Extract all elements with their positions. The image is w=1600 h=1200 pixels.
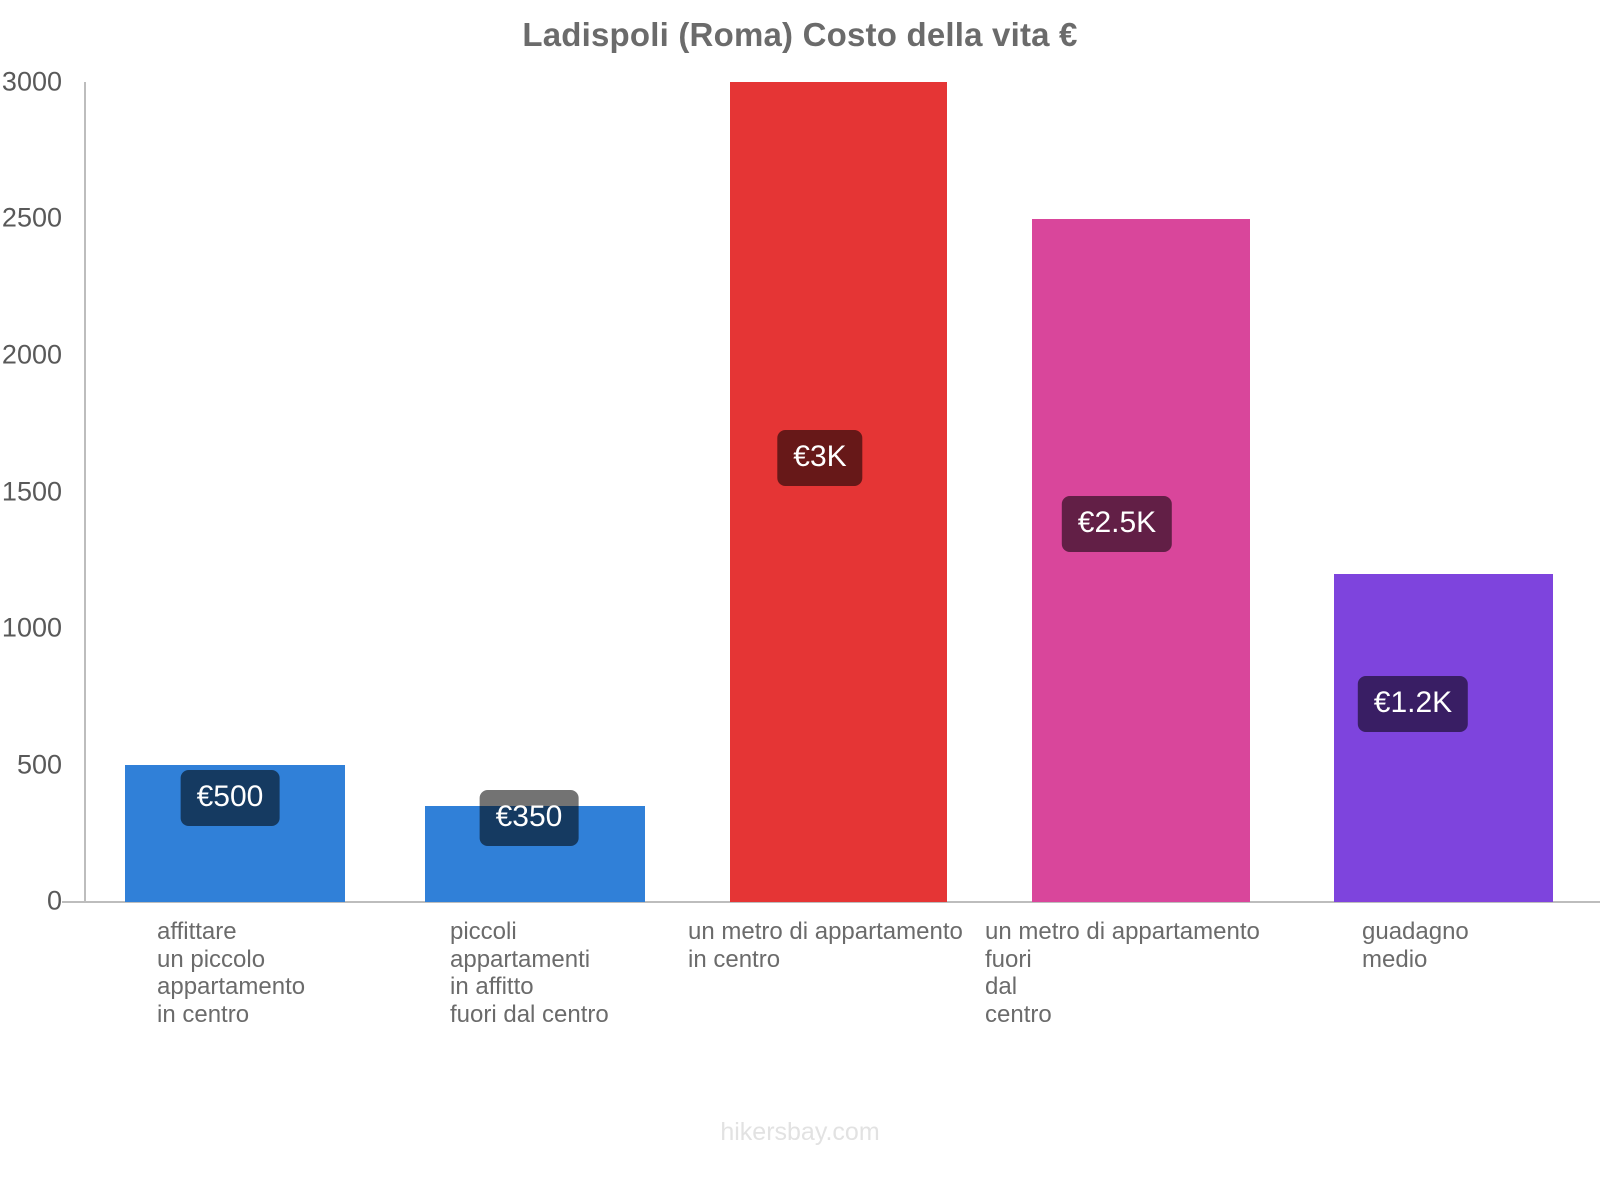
x-category-label-guadagno-medio: guadagno medio — [1362, 918, 1469, 973]
y-tick-3000: 3000 — [1, 66, 62, 97]
site-watermark: hikersbay.com — [720, 1118, 880, 1146]
value-label-guadagno-medio: €1.2K — [1357, 676, 1469, 732]
y-tick-500: 500 — [16, 749, 62, 780]
y-axis-tick-labels: 3000 2500 2000 1500 1000 500 0 — [0, 0, 70, 1200]
y-axis-line — [84, 82, 86, 902]
bar-guadagno-medio[interactable] — [1334, 574, 1553, 902]
bar-metro-appartamento-fuori-centro[interactable] — [1032, 218, 1250, 902]
x-axis-line — [62, 901, 1600, 903]
y-tick-2500: 2500 — [1, 202, 62, 233]
y-tick-0: 0 — [46, 885, 62, 916]
page-title: Ladispoli (Roma) Costo della vita € — [522, 16, 1078, 53]
x-category-label-metro-appartamento-fuori-centro: un metro di appartamento fuori dal centr… — [985, 918, 1260, 1028]
x-category-label-affittare-piccolo-appartamento-centro: affittare un piccolo appartamento in cen… — [157, 918, 306, 1028]
bar-metro-appartamento-centro[interactable] — [730, 82, 947, 902]
y-tick-1500: 1500 — [1, 476, 62, 507]
value-label-metro-appartamento-centro: €3K — [777, 430, 863, 486]
y-tick-2000: 2000 — [1, 339, 62, 370]
plot-area — [84, 82, 1570, 902]
x-category-label-piccoli-appartamenti-fuori-centro: piccoli appartamenti in affitto fuori da… — [450, 918, 609, 1028]
x-category-label-metro-appartamento-centro: un metro di appartamento in centro — [688, 918, 963, 973]
value-label-affittare-piccolo-appartamento-centro: €500 — [180, 770, 280, 826]
value-label-piccoli-appartamenti-fuori-centro: €350 — [479, 790, 579, 846]
value-label-metro-appartamento-fuori-centro: €2.5K — [1061, 496, 1173, 552]
y-tick-1000: 1000 — [1, 612, 62, 643]
